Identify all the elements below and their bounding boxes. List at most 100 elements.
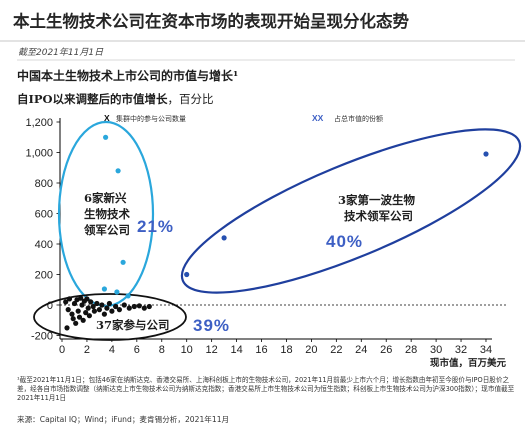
- chart-title: 中国本土生物技术上市公司的市值与增长¹: [17, 68, 238, 83]
- emerging-leaders-annotation: 6家新兴 生物技术 领军公司 21%: [83, 191, 174, 237]
- legend-count-marker: X: [104, 113, 110, 123]
- data-point-participants: [66, 296, 73, 302]
- data-point-participants: [76, 314, 83, 320]
- x-tick-label: 20: [305, 344, 317, 356]
- data-point-participants: [141, 305, 147, 311]
- emerging-leaders-label: 领军公司: [83, 223, 130, 237]
- chart-subtitle-main: 自IPO以来调整后的市值增长: [17, 92, 168, 106]
- x-tick-label: 18: [280, 344, 292, 356]
- data-point-participants: [121, 302, 127, 308]
- data-point-participants: [86, 313, 92, 319]
- emerging-leaders-label: 6家新兴: [84, 191, 127, 205]
- participants-annotation: 37家参与公司 39%: [96, 316, 230, 335]
- data-point-participants: [63, 299, 69, 305]
- x-tick-label: 12: [206, 344, 218, 356]
- x-tick-label: 22: [330, 344, 342, 356]
- emerging-leaders-share: 21%: [137, 217, 174, 236]
- legend-count-text: 集群中的参与公司数量: [116, 114, 186, 123]
- data-point-participants: [136, 303, 142, 309]
- data-point-participants: [96, 307, 102, 313]
- data-point-participants: [69, 311, 75, 317]
- data-point-participants: [106, 300, 112, 307]
- data-point-participants: [88, 299, 94, 305]
- data-point-participants: [78, 295, 84, 301]
- data-point-participants: [64, 325, 70, 331]
- x-tick-label: 26: [380, 344, 392, 356]
- chart-subtitle-unit: ，百分比: [168, 92, 214, 106]
- x-tick-label: 0: [59, 344, 65, 356]
- legend: X 集群中的参与公司数量 XX 占总市值的份额: [104, 113, 383, 123]
- first-wave-leaders-label: 技术领军公司: [344, 209, 413, 223]
- y-tick-label: 1,200: [25, 117, 53, 129]
- first-wave-leaders-ellipse: [180, 128, 522, 294]
- y-tick-label: -200: [31, 331, 53, 343]
- data-point-participants: [90, 303, 96, 310]
- data-point-emerging-leaders: [125, 293, 131, 299]
- data-point-emerging-leaders: [115, 168, 121, 174]
- page-title: 本土生物技术公司在资本市场的表现开始呈现分化态势: [13, 11, 410, 31]
- data-point-participants: [70, 316, 76, 322]
- y-tick-label: 400: [35, 239, 53, 251]
- participants-label: 37家参与公司: [96, 318, 170, 332]
- x-tick-label: 34: [480, 344, 492, 356]
- first-wave-leaders-label: 3家第一波生物: [338, 193, 416, 207]
- first-wave-leaders-annotation: 3家第一波生物 技术领军公司 40%: [326, 193, 416, 251]
- data-point-participants: [104, 305, 110, 311]
- x-tick-label: 24: [355, 344, 367, 356]
- legend-share-marker: XX: [312, 113, 324, 123]
- participants-share: 39%: [193, 316, 230, 335]
- y-tick-label: 1,000: [25, 148, 53, 160]
- x-tick-label: 10: [181, 344, 193, 356]
- data-point-emerging-leaders: [101, 286, 107, 292]
- data-point-first-wave-leaders: [221, 235, 227, 241]
- data-point-participants: [73, 320, 79, 326]
- emerging-leaders-label: 生物技术: [84, 207, 130, 221]
- data-point-participants: [131, 303, 137, 310]
- x-tick-label: 30: [430, 344, 442, 356]
- x-axis-label: 现市值，百万美元: [430, 357, 507, 369]
- data-points: [63, 134, 489, 331]
- x-tick-label: 32: [455, 344, 467, 356]
- data-point-participants: [146, 303, 152, 310]
- data-point-participants: [113, 303, 119, 310]
- x-tick-label: 2: [84, 344, 90, 356]
- data-point-participants: [80, 317, 86, 323]
- data-point-participants: [65, 307, 71, 313]
- data-point-emerging-leaders: [103, 134, 109, 140]
- y-tick-label: 600: [35, 209, 53, 221]
- x-tick-label: 6: [134, 344, 140, 356]
- data-point-participants: [84, 296, 90, 302]
- data-point-emerging-leaders: [120, 259, 126, 265]
- legend-share-text: 占总市值的份额: [334, 114, 383, 123]
- x-tick-label: 8: [159, 344, 165, 356]
- x-tick-label: 4: [109, 344, 115, 356]
- as-of-date: 截至2021年11月1日: [18, 47, 104, 58]
- data-point-first-wave-leaders: [184, 271, 190, 278]
- source-note: 来源：Capital IQ；Wind；iFund；麦肯锡分析，2021年11月: [17, 415, 230, 424]
- data-point-participants: [79, 302, 85, 308]
- x-tick-label: 28: [405, 344, 417, 356]
- data-point-participants: [126, 305, 132, 311]
- participants-ellipse: [33, 293, 187, 341]
- x-tick-label: 14: [230, 344, 242, 356]
- data-point-first-wave-leaders: [483, 151, 489, 157]
- y-tick-label: 200: [35, 270, 53, 282]
- footnote: ¹截至2021年11月1日；包括46家在纳斯达克、香港交易所、上海科创板上市的生…: [17, 376, 515, 402]
- y-tick-label: 0: [47, 300, 53, 312]
- data-point-participants: [109, 308, 115, 314]
- data-point-emerging-leaders: [114, 289, 120, 295]
- x-tick-label: 16: [255, 344, 267, 356]
- data-point-participants: [85, 305, 91, 311]
- data-point-participants: [101, 311, 107, 317]
- data-point-participants: [94, 300, 100, 307]
- data-point-participants: [116, 307, 122, 313]
- chart-subtitle: 自IPO以来调整后的市值增长，百分比: [17, 92, 214, 106]
- data-point-participants: [91, 308, 97, 314]
- data-point-participants: [83, 310, 89, 316]
- data-point-participants: [71, 300, 78, 307]
- first-wave-leaders-share: 40%: [326, 232, 363, 251]
- data-point-participants: [75, 308, 81, 314]
- data-point-participants: [99, 302, 105, 308]
